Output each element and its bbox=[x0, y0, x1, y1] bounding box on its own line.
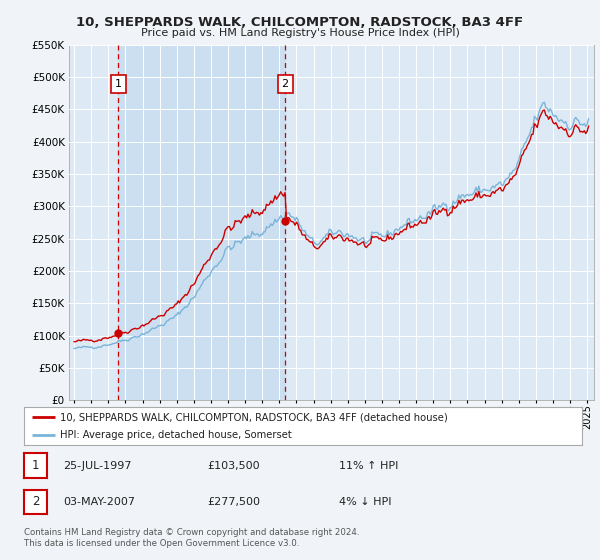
Text: 03-MAY-2007: 03-MAY-2007 bbox=[63, 497, 135, 507]
Text: HPI: Average price, detached house, Somerset: HPI: Average price, detached house, Some… bbox=[60, 430, 292, 440]
Text: 2: 2 bbox=[281, 79, 289, 89]
Text: 1: 1 bbox=[32, 459, 39, 472]
Text: 11% ↑ HPI: 11% ↑ HPI bbox=[339, 460, 398, 470]
Bar bbox=[118, 45, 285, 400]
Text: Contains HM Land Registry data © Crown copyright and database right 2024.
This d: Contains HM Land Registry data © Crown c… bbox=[24, 528, 359, 548]
Text: 1: 1 bbox=[115, 79, 122, 89]
Text: £103,500: £103,500 bbox=[207, 460, 260, 470]
Text: 10, SHEPPARDS WALK, CHILCOMPTON, RADSTOCK, BA3 4FF: 10, SHEPPARDS WALK, CHILCOMPTON, RADSTOC… bbox=[76, 16, 524, 29]
Text: Price paid vs. HM Land Registry's House Price Index (HPI): Price paid vs. HM Land Registry's House … bbox=[140, 28, 460, 38]
Text: £277,500: £277,500 bbox=[207, 497, 260, 507]
Text: 2: 2 bbox=[32, 496, 39, 508]
Text: 25-JUL-1997: 25-JUL-1997 bbox=[63, 460, 131, 470]
Text: 4% ↓ HPI: 4% ↓ HPI bbox=[339, 497, 391, 507]
Text: 10, SHEPPARDS WALK, CHILCOMPTON, RADSTOCK, BA3 4FF (detached house): 10, SHEPPARDS WALK, CHILCOMPTON, RADSTOC… bbox=[60, 412, 448, 422]
